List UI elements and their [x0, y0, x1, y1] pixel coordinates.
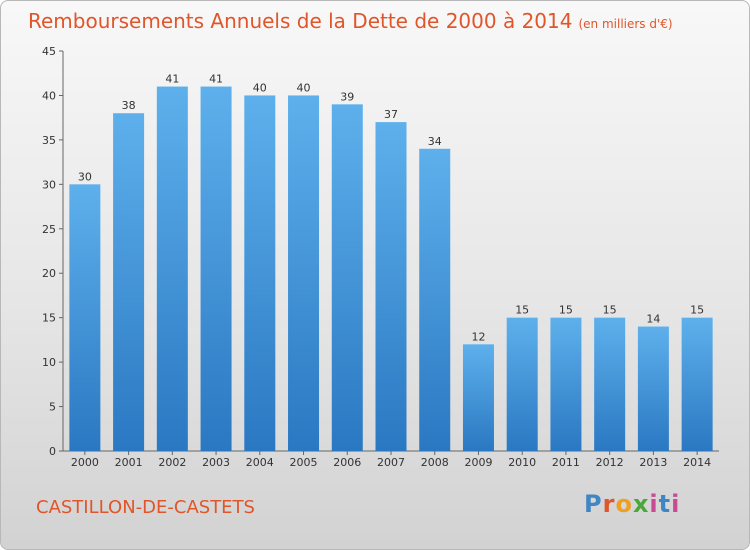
bar-2002 — [156, 86, 188, 452]
x-tick-label: 2006 — [333, 456, 361, 469]
value-label: 41 — [165, 73, 179, 86]
x-tick-label: 2009 — [464, 456, 492, 469]
y-tick-label: 10 — [42, 356, 56, 369]
y-tick-label: 45 — [42, 45, 56, 58]
y-tick-label: 30 — [42, 178, 56, 191]
x-tick-label: 2008 — [421, 456, 449, 469]
value-label: 41 — [209, 73, 223, 86]
bar-2012 — [594, 317, 626, 451]
unit-note: (en milliers d'€) — [578, 17, 673, 31]
value-label: 15 — [603, 304, 617, 317]
value-label: 37 — [384, 108, 398, 121]
bar-2000 — [69, 184, 101, 452]
bar-2014 — [681, 317, 713, 451]
title-text: Remboursements Annuels de la Dette de 20… — [28, 9, 573, 33]
value-label: 40 — [253, 81, 267, 94]
bar-2008 — [419, 148, 451, 451]
value-label: 15 — [559, 304, 573, 317]
bar-2009 — [462, 344, 494, 451]
y-tick-label: 25 — [42, 223, 56, 236]
x-tick-label: 2014 — [683, 456, 711, 469]
x-tick-label: 2005 — [290, 456, 318, 469]
y-tick-label: 40 — [42, 89, 56, 102]
value-label: 14 — [646, 313, 660, 326]
bar-2010 — [506, 317, 538, 451]
bar-2006 — [331, 104, 363, 451]
value-label: 15 — [690, 304, 704, 317]
y-tick-label: 35 — [42, 134, 56, 147]
value-label: 34 — [428, 135, 442, 148]
value-label: 12 — [471, 330, 485, 343]
x-tick-label: 2004 — [246, 456, 274, 469]
bar-2011 — [550, 317, 582, 451]
value-label: 30 — [78, 170, 92, 183]
value-label: 39 — [340, 90, 354, 103]
x-tick-label: 2010 — [508, 456, 536, 469]
x-tick-label: 2003 — [202, 456, 230, 469]
proxiti-logo: Proxiti — [584, 490, 681, 518]
y-tick-label: 5 — [49, 401, 56, 414]
y-tick-label: 15 — [42, 312, 56, 325]
bar-2007 — [375, 122, 407, 451]
y-tick-label: 20 — [42, 267, 56, 280]
chart-title: Remboursements Annuels de la Dette de 20… — [28, 9, 673, 33]
commune-name: CASTILLON-DE-CASTETS — [36, 497, 255, 518]
x-tick-label: 2002 — [158, 456, 186, 469]
x-tick-label: 2012 — [596, 456, 624, 469]
x-axis: 2000 2001 2002 2003 2004 2005 2006 2007 2008 2009… — [63, 450, 719, 469]
x-tick-label: 2001 — [115, 456, 143, 469]
x-tick-label: 2007 — [377, 456, 405, 469]
x-tick-label: 2011 — [552, 456, 580, 469]
value-label: 38 — [122, 99, 136, 112]
bar-2013 — [637, 326, 669, 451]
y-axis: 0 5 10 15 20 25 30 35 40 45 — [42, 45, 64, 458]
bars: 30 38 41 41 40 40 39 37 34 12 15 15 15 14 15 — [69, 73, 713, 452]
y-tick-label: 0 — [49, 445, 56, 458]
x-tick-label: 2013 — [639, 456, 667, 469]
x-tick-label: 2000 — [71, 456, 99, 469]
bar-2004 — [244, 95, 276, 451]
value-label: 15 — [515, 304, 529, 317]
value-label: 40 — [297, 81, 311, 94]
bar-2005 — [288, 95, 320, 451]
bar-2003 — [200, 86, 232, 452]
bar-2001 — [113, 113, 145, 451]
